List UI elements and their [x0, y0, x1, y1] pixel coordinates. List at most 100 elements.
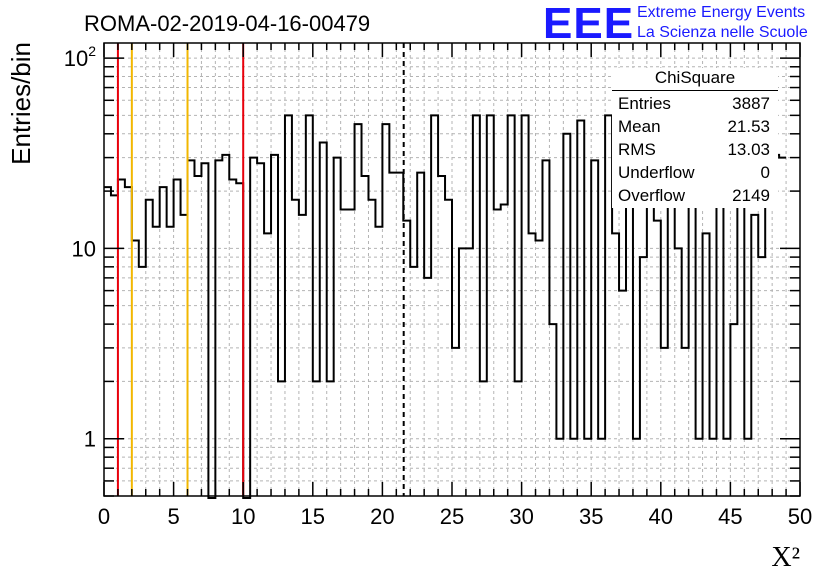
- stats-value: 21.53: [727, 117, 770, 136]
- histogram-bin: [682, 348, 689, 496]
- histogram-bin: [501, 205, 508, 496]
- histogram-bin: [389, 173, 396, 496]
- stats-value: 13.03: [727, 140, 770, 159]
- histogram-bin: [556, 439, 563, 496]
- histogram-bin: [167, 227, 174, 496]
- stats-row-entries: Entries 3887: [618, 92, 770, 115]
- run-title: ROMA-02-2019-04-16-00479: [84, 11, 370, 36]
- stats-row-underflow: Underflow 0: [618, 161, 770, 184]
- histogram-bin: [487, 115, 494, 496]
- histogram-bin: [619, 291, 626, 496]
- histogram-bin: [563, 134, 570, 496]
- histogram-bin: [696, 439, 703, 496]
- histogram-bin: [348, 210, 355, 496]
- histogram-bin: [640, 257, 647, 496]
- histogram-bin: [522, 115, 529, 496]
- histogram-bin: [334, 158, 341, 496]
- histogram-bin: [466, 248, 473, 496]
- histogram-bin: [424, 278, 431, 496]
- histogram-bin: [459, 248, 466, 496]
- histogram-bin: [222, 155, 229, 496]
- stats-row-mean: Mean 21.53: [618, 115, 770, 138]
- histogram-bin: [508, 115, 515, 496]
- histogram-bin: [278, 381, 285, 496]
- histogram-bin: [174, 180, 181, 496]
- histogram-bin: [181, 215, 188, 496]
- x-axis-label: X²: [771, 542, 800, 572]
- x-tick-label: 30: [509, 504, 533, 529]
- histogram-bin: [591, 160, 598, 496]
- histogram-bin: [480, 381, 487, 496]
- histogram-bin: [438, 176, 445, 496]
- histogram-bin: [201, 163, 208, 496]
- histogram-bin: [368, 200, 375, 496]
- histogram-bin: [146, 200, 153, 496]
- histogram-bin: [633, 439, 640, 496]
- stats-divider: [612, 90, 778, 91]
- histogram-bin: [744, 439, 751, 496]
- histogram-bin: [494, 210, 501, 496]
- histogram-bin: [584, 439, 591, 496]
- histogram-bin: [654, 221, 661, 496]
- stats-key: RMS: [618, 140, 656, 159]
- histogram-bin: [758, 257, 765, 496]
- histogram-bin: [445, 200, 452, 496]
- stats-key: Underflow: [618, 163, 695, 182]
- histogram-bin: [515, 381, 522, 496]
- eee-tagline: Extreme Energy Events La Scienza nelle S…: [637, 3, 808, 43]
- histogram-bin: [452, 348, 459, 496]
- histogram-bin: [382, 124, 389, 496]
- histogram-bin: [132, 241, 139, 496]
- stats-value: 2149: [732, 186, 770, 205]
- histogram-bin: [710, 439, 717, 496]
- stats-title: ChiSquare: [654, 68, 736, 87]
- x-tick-label: 35: [579, 504, 603, 529]
- histogram-bin: [536, 241, 543, 496]
- histogram-bin: [341, 210, 348, 496]
- eee-tagline-line1: Extreme Energy Events: [637, 4, 806, 21]
- histogram-bin: [111, 195, 118, 496]
- histogram-bin: [626, 205, 633, 496]
- reference-lines: [116, 43, 405, 496]
- histogram-bin: [396, 173, 403, 496]
- histogram-bin: [236, 183, 243, 496]
- histogram-bin: [188, 160, 195, 496]
- y-tick-label: 1: [84, 427, 96, 452]
- histogram-bin: [257, 163, 264, 496]
- histogram-bin: [320, 143, 327, 496]
- histogram-bin: [160, 187, 167, 496]
- histogram-bin: [139, 267, 146, 496]
- stats-key: Overflow: [618, 186, 686, 205]
- y-axis-label: Entries/bin: [6, 42, 36, 165]
- histogram-bin: [306, 115, 313, 496]
- stats-box: ChiSquare Entries 3887 Mean 21.53 RMS 13…: [612, 68, 778, 208]
- x-tick-label: 0: [98, 504, 110, 529]
- stats-key: Mean: [618, 117, 661, 136]
- histogram-bin: [250, 158, 257, 496]
- x-tick-label: 45: [718, 504, 742, 529]
- histogram-bin: [299, 215, 306, 496]
- histogram-bin: [375, 227, 382, 496]
- histogram-bin: [703, 233, 710, 496]
- x-tick-label: 10: [231, 504, 255, 529]
- histogram-bin: [577, 120, 584, 496]
- histogram-bin: [313, 381, 320, 496]
- axes: 0 5 10 15 20 25 30 35 40 45 50 1 10 102: [64, 43, 812, 529]
- histogram-bin: [612, 233, 619, 496]
- histogram-bin: [570, 439, 577, 496]
- histogram-bin: [285, 115, 292, 496]
- histogram-bin: [675, 248, 682, 496]
- y-tick-label: 102: [64, 43, 96, 71]
- histogram-bin: [751, 215, 758, 496]
- eee-logo: EEE: [543, 0, 635, 48]
- histogram-bin: [542, 160, 549, 496]
- y-tick-label: 10: [72, 236, 96, 261]
- stats-row-rms: RMS 13.03: [618, 138, 770, 161]
- histogram-bin: [355, 124, 362, 496]
- stats-value: 0: [760, 163, 770, 182]
- histogram-bin: [730, 324, 737, 496]
- histogram-bin: [723, 439, 730, 496]
- histogram-bin: [362, 176, 369, 496]
- histogram-bin: [153, 227, 160, 496]
